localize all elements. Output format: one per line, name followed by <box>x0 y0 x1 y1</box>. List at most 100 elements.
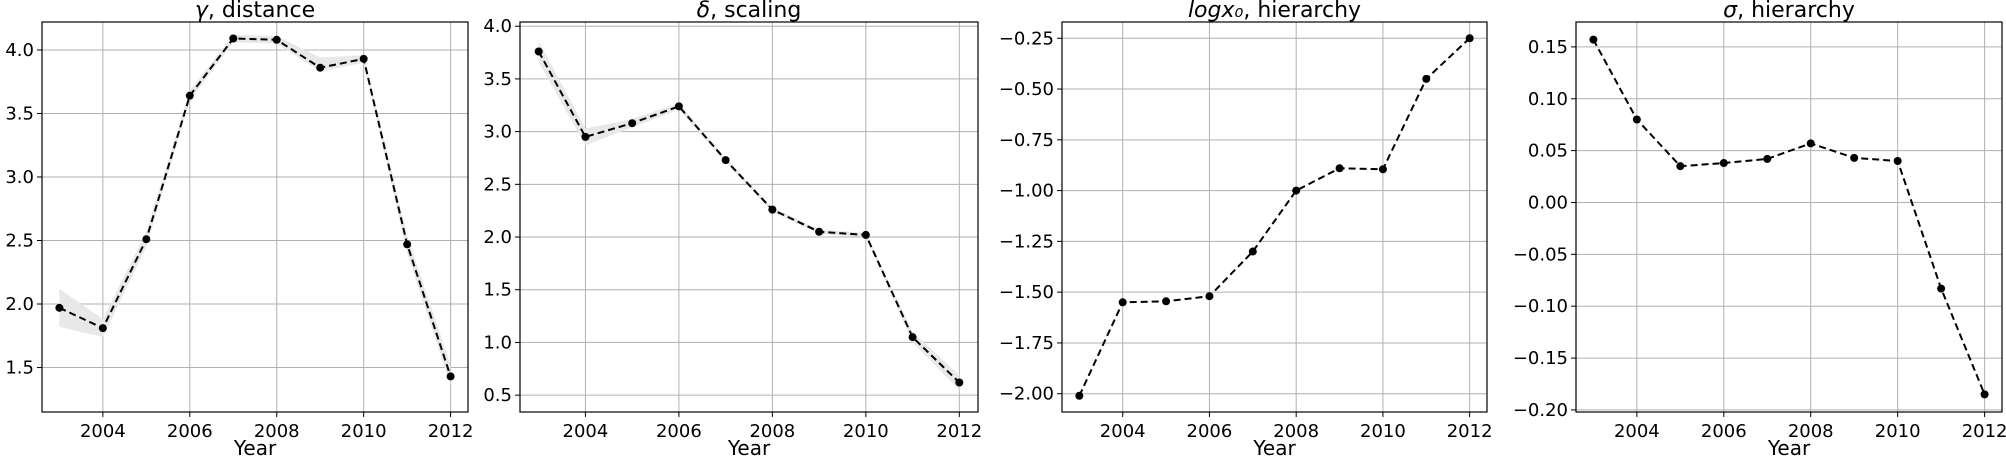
x-tick-label: 2008 <box>749 421 795 442</box>
y-tick-label: −1.50 <box>999 282 1054 303</box>
data-point <box>1937 284 1946 293</box>
data-point <box>1118 298 1127 307</box>
data-point <box>55 303 64 312</box>
data-point <box>1676 162 1685 171</box>
data-point <box>1806 139 1815 148</box>
panel-title-text: , hierarchy <box>1243 0 1361 23</box>
series-line <box>58 37 452 377</box>
data-point <box>316 63 325 72</box>
panel-title: γ, distance <box>195 0 315 23</box>
series-line <box>537 51 961 384</box>
data-point <box>721 156 730 165</box>
data-point <box>1205 292 1214 301</box>
data-point <box>1980 390 1989 399</box>
x-tick-label: 2012 <box>936 421 982 442</box>
axes-frame <box>1575 21 2003 413</box>
x-tick-label: 2004 <box>1614 421 1660 442</box>
x-tick-label: 2004 <box>1100 421 1146 442</box>
data-point <box>955 378 964 387</box>
data-point <box>1589 35 1598 44</box>
data-point <box>1422 74 1431 83</box>
data-point <box>446 372 455 381</box>
panel-title-text: , distance <box>208 0 315 23</box>
data-point <box>359 54 368 63</box>
panel-sigma-hierarchy: 2004 2006 2008 2010 2012 −0.20 −0.15 −0.10 −0.05… <box>1513 0 2006 460</box>
data-point <box>534 47 543 56</box>
confidence-band <box>59 34 451 386</box>
panel-title: σ, hierarchy <box>1723 0 1855 23</box>
panel-title-symbol: σ <box>1723 0 1738 23</box>
x-tick-label: 2010 <box>1360 421 1406 442</box>
y-tick-label: −0.50 <box>999 79 1054 100</box>
data-point <box>674 102 683 111</box>
data-point <box>1248 247 1257 256</box>
data-point <box>403 240 412 249</box>
y-tick-label: 0.15 <box>1528 37 1568 58</box>
data-point <box>185 91 194 100</box>
y-tick-label: −0.15 <box>1513 348 1568 369</box>
data-point <box>1162 297 1171 306</box>
data-point <box>815 227 824 236</box>
y-tick-label: 0.10 <box>1528 89 1568 110</box>
x-axis-label: Year <box>233 436 277 460</box>
panel-title-symbol: logx₀ <box>1188 0 1244 23</box>
y-tick-label: −1.25 <box>999 231 1054 252</box>
x-axis-label: Year <box>727 436 771 460</box>
x-tick-label: 2008 <box>254 421 300 442</box>
panel-logx0-hierarchy: 2004 2006 2008 2010 2012 −2.00 −1.75 −1.50 −1.25… <box>999 0 1493 460</box>
x-tick-label: 2008 <box>1788 421 1834 442</box>
data-point <box>1719 159 1728 168</box>
y-tick-label: −1.75 <box>999 333 1054 354</box>
data-point <box>1893 156 1902 165</box>
data-point <box>1335 164 1344 173</box>
y-tick-label: 0.5 <box>483 385 512 406</box>
x-tick-label: 2010 <box>843 421 889 442</box>
x-tick-label: 2004 <box>563 421 609 442</box>
axes-frame <box>41 21 469 413</box>
data-point <box>1632 115 1641 124</box>
panel-title: logx₀, hierarchy <box>1188 0 1361 23</box>
x-tick-label: 2006 <box>656 421 702 442</box>
data-point <box>1850 153 1859 162</box>
x-tick-label: 2010 <box>341 421 387 442</box>
x-tick-label: 2012 <box>1962 421 2006 442</box>
x-tick-label: 2012 <box>1447 421 1493 442</box>
x-axis-label: Year <box>1252 436 1296 460</box>
series-line <box>1592 39 1986 395</box>
x-tick-label: 2006 <box>1187 421 1233 442</box>
series-line <box>1078 37 1471 397</box>
y-tick-label: 1.5 <box>483 280 512 301</box>
y-tick-label: 2.5 <box>483 174 512 195</box>
data-point <box>272 35 281 44</box>
y-tick-label: −1.00 <box>999 181 1054 202</box>
data-point <box>1378 165 1387 174</box>
y-tick-label: −0.05 <box>1513 244 1568 265</box>
y-tick-label: 1.0 <box>483 332 512 353</box>
data-point <box>1465 34 1474 43</box>
y-tick-label: 3.0 <box>5 167 34 188</box>
data-point <box>628 119 637 128</box>
panel-title: δ, scaling <box>697 0 802 23</box>
x-tick-label: 2010 <box>1875 421 1921 442</box>
y-tick-label: 4.0 <box>5 40 34 61</box>
x-tick-label: 2008 <box>1273 421 1319 442</box>
panel-title-symbol: γ <box>195 0 209 23</box>
data-point <box>98 324 107 333</box>
y-tick-label: −0.10 <box>1513 296 1568 317</box>
axes-frame <box>1061 21 1488 413</box>
panel-title-text: , hierarchy <box>1737 0 1855 23</box>
panel-gamma-distance: 2004 2006 2008 2010 2012 1.5 2.0 2.5 3.0 3.5 4.0 Ye… <box>5 0 473 460</box>
y-tick-label: −0.75 <box>999 130 1054 151</box>
data-point <box>581 132 590 141</box>
y-tick-label: −2.00 <box>999 384 1054 405</box>
data-point <box>142 235 151 244</box>
y-tick-label: 3.5 <box>5 103 34 124</box>
x-tick-label: 2006 <box>1701 421 1747 442</box>
data-point <box>229 34 238 43</box>
panel-title-symbol: δ <box>697 0 710 23</box>
confidence-band <box>538 40 960 390</box>
panel-title-text: , scaling <box>710 0 801 23</box>
y-tick-label: 3.5 <box>483 69 512 90</box>
x-tick-label: 2006 <box>167 421 213 442</box>
